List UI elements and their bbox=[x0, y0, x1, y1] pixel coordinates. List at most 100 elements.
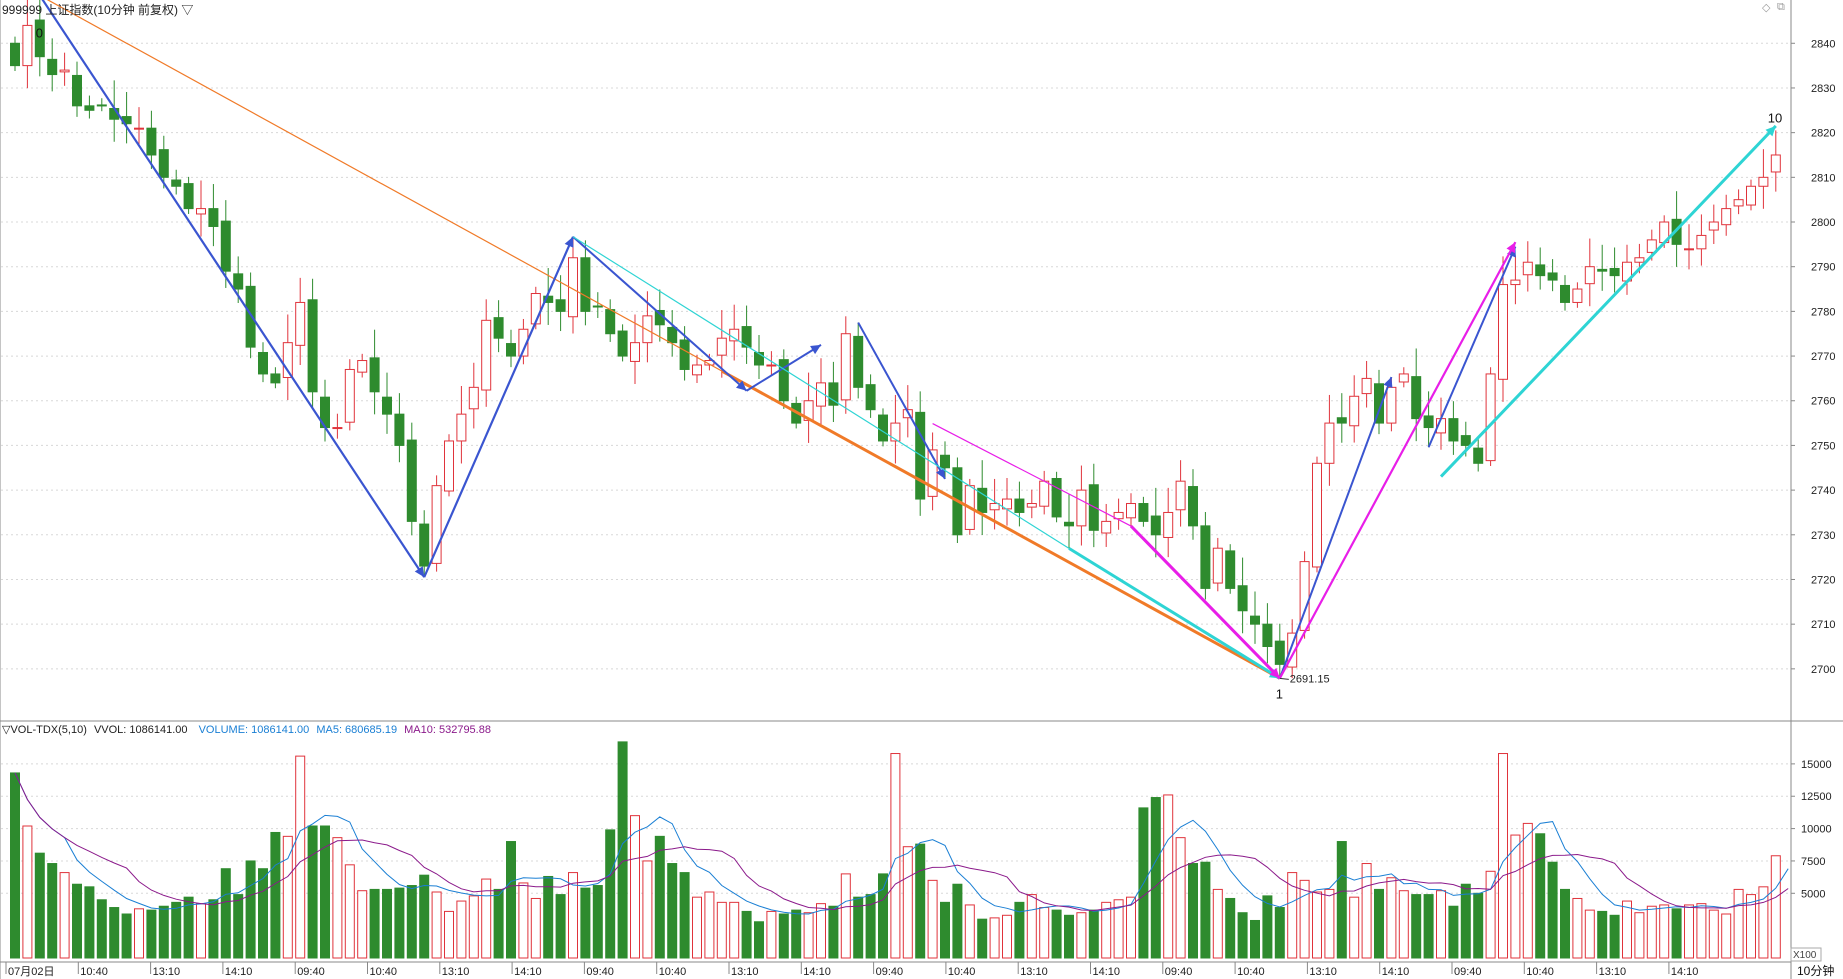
volume-bar bbox=[34, 852, 45, 959]
volume-bar bbox=[431, 891, 442, 959]
candle bbox=[22, 24, 33, 67]
wave-line-blue-head bbox=[736, 380, 747, 391]
volume-bar bbox=[729, 901, 740, 959]
candle bbox=[134, 127, 144, 130]
candle bbox=[1460, 435, 1471, 446]
candle bbox=[1287, 632, 1298, 668]
candle bbox=[332, 427, 343, 430]
candle bbox=[456, 413, 467, 442]
volume-bar bbox=[344, 864, 355, 959]
candle bbox=[1758, 176, 1769, 187]
time-tick-label: 09:40 bbox=[1165, 966, 1193, 978]
candle bbox=[1770, 154, 1781, 173]
candle bbox=[605, 309, 616, 335]
volume-bar bbox=[592, 885, 603, 959]
candle bbox=[270, 373, 281, 384]
candle bbox=[295, 301, 306, 346]
candle bbox=[1609, 267, 1620, 277]
volume-bar bbox=[580, 887, 591, 959]
candle bbox=[183, 183, 194, 210]
low-price-label: 2691.15 bbox=[1290, 673, 1330, 685]
candle bbox=[580, 257, 591, 312]
volume-bar bbox=[667, 863, 678, 959]
candle bbox=[840, 333, 851, 401]
wave-line-blue-head bbox=[564, 236, 574, 248]
volume-bar bbox=[1510, 834, 1521, 959]
volume-bar bbox=[109, 907, 120, 959]
candle bbox=[1535, 264, 1546, 277]
candle bbox=[1026, 503, 1037, 508]
volume-bar bbox=[1026, 894, 1037, 959]
wave-line-blue-head bbox=[810, 344, 821, 355]
candle bbox=[233, 273, 244, 290]
volume-bar bbox=[307, 825, 318, 959]
volume-bar bbox=[1374, 888, 1384, 959]
candle bbox=[196, 208, 206, 215]
candle bbox=[1696, 234, 1707, 250]
wave-line-cyan bbox=[572, 236, 1070, 549]
volume-bar bbox=[1250, 919, 1260, 959]
candle bbox=[754, 351, 764, 366]
candle bbox=[989, 503, 1000, 511]
time-tick-label: 14:10 bbox=[1382, 966, 1410, 978]
wave-line-magenta bbox=[1129, 524, 1281, 680]
candle bbox=[96, 104, 107, 107]
volume-bar bbox=[952, 883, 963, 959]
volume-bar bbox=[1126, 896, 1136, 959]
candle bbox=[1572, 288, 1583, 303]
volume-bar bbox=[1274, 907, 1285, 959]
volume-bar bbox=[1237, 912, 1248, 959]
volume-bar bbox=[989, 917, 1000, 959]
wave-line-blue-head bbox=[1383, 377, 1393, 389]
candle bbox=[1560, 284, 1570, 303]
volume-tick-label: 5000 bbox=[1801, 888, 1825, 900]
candle bbox=[468, 386, 479, 410]
volume-bar bbox=[1101, 901, 1112, 959]
volume-bar bbox=[1770, 855, 1781, 959]
diamond-icon[interactable]: ◇ bbox=[1762, 2, 1771, 14]
volume-bar bbox=[72, 883, 82, 959]
volume-bar bbox=[208, 899, 219, 959]
candle bbox=[444, 440, 454, 492]
candle bbox=[592, 305, 603, 308]
volume-bar bbox=[1733, 888, 1744, 959]
price-tick-label: 2810 bbox=[1811, 172, 1835, 184]
volume-bar bbox=[357, 890, 368, 959]
candle bbox=[1634, 257, 1645, 263]
candle bbox=[506, 343, 516, 357]
candle bbox=[1547, 272, 1558, 281]
volume-bar bbox=[493, 888, 504, 959]
low-price-pointer bbox=[1279, 677, 1289, 680]
price-tick-label: 2750 bbox=[1811, 440, 1835, 452]
volume-bar bbox=[382, 888, 392, 959]
ma10-value: MA10: 532795.88 bbox=[404, 724, 491, 736]
volume-bar bbox=[1634, 912, 1645, 959]
volume-bar bbox=[1188, 863, 1198, 959]
candle bbox=[1398, 373, 1409, 383]
volume-bar bbox=[568, 872, 578, 959]
volume-bar bbox=[1398, 890, 1409, 959]
candle bbox=[1510, 279, 1521, 286]
restore-icon[interactable]: ⧉ bbox=[1777, 1, 1785, 13]
candle bbox=[642, 315, 653, 344]
volume-bar bbox=[816, 903, 826, 959]
price-tick-label: 2780 bbox=[1811, 306, 1835, 318]
volume-tick-label: 7500 bbox=[1801, 856, 1825, 868]
candle bbox=[940, 454, 950, 469]
candle bbox=[878, 414, 888, 442]
candle bbox=[1361, 377, 1372, 395]
volume-bar bbox=[1597, 910, 1608, 959]
volume-bar bbox=[915, 843, 926, 959]
volume-header: ▽VOL-TDX(5,10) VVOL: 1086141.00 VOLUME: … bbox=[2, 723, 491, 736]
volume-bar bbox=[1175, 837, 1186, 959]
volume-indicator-name[interactable]: ▽VOL-TDX(5,10) bbox=[2, 724, 87, 736]
time-tick-label: 13:10 bbox=[1020, 966, 1048, 978]
candle bbox=[1386, 386, 1397, 424]
volume-bar bbox=[1225, 897, 1236, 959]
time-tick-label: 07月02日 bbox=[8, 966, 54, 978]
candle bbox=[1448, 418, 1459, 442]
volume-bar bbox=[1088, 909, 1099, 959]
volume-bar bbox=[853, 896, 864, 959]
wave-line-blue-head bbox=[414, 566, 425, 578]
